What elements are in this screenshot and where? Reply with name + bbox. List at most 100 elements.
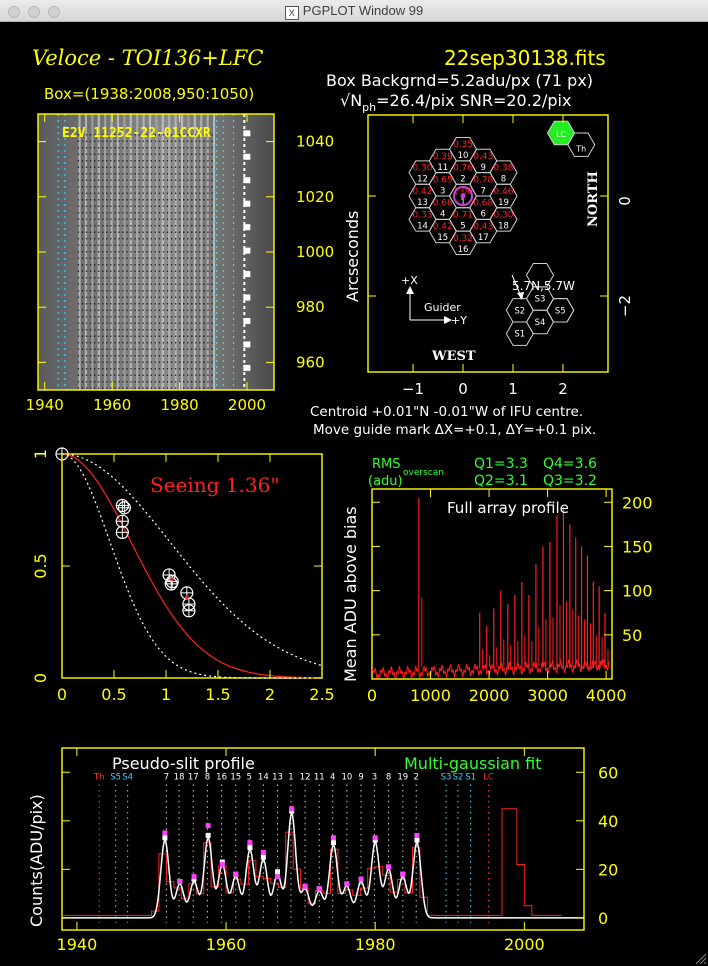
slit-peak-magenta [260,849,266,855]
ccd-image [38,114,274,390]
ifu-panel: 0.35100.39110.4390.30120.7620.3880.6530.… [343,114,634,398]
ifu-fibre-flux: 0.43 [473,222,493,232]
slit-fibre-label: 15 [230,773,241,783]
ifu-fibre-flux: 0.65 [433,175,453,185]
ccd-column [155,114,158,390]
ifu-xtick-label: −1 [402,380,424,398]
ifu-xtick-label: 0 [458,380,468,398]
plus-y-label: +Y [451,314,467,327]
seeing-fit-curve [61,453,322,679]
ccd-xtick-label: 1960 [93,396,131,414]
seeing-xtick-label: 2.5 [309,685,334,704]
slit-fibre-label: 7 [164,773,169,783]
th-label: Th [575,145,586,154]
slit-peak-magenta [177,878,183,884]
x11-icon: X [284,6,299,20]
slit-fibre-label: 8 [386,773,391,783]
ccd-xtick-label: 1940 [26,396,64,414]
header-filename: 22sep30138.fits [444,46,606,70]
array-ytick-label: 150 [622,537,653,556]
sky-fibre-label: S2 [514,306,525,316]
close-button[interactable] [8,6,20,18]
slit-fibre-label: 14 [258,773,269,783]
ifu-fibre-number: 5 [460,221,465,231]
ifu-fibre-flux: 0.43 [473,152,493,162]
guider-y-arrowhead [444,316,452,324]
sky-fibre-label: S5 [555,306,566,316]
slit-fibre-label: 5 [246,773,251,783]
array-xtick-label: 2000 [469,686,510,705]
box-range: Box=(1938:2008,950:1050) [44,85,254,103]
slit-fibre-label: LC [483,773,494,783]
ifu-fibre-flux: 0.42 [412,187,432,197]
ifu-fibre-number: 13 [417,198,428,208]
slit-fibre-label: 18 [174,773,185,783]
slit-peak-marker [275,869,281,875]
centroid-dot [460,193,466,199]
ifu-ytick-label: −2 [616,295,634,317]
lfc-spot [243,177,251,184]
ccd-ytick-label: 1000 [296,243,334,261]
seeing-xtick-label: 0.5 [101,685,126,704]
array-frame [371,488,613,680]
ifu-ytick-label: 0 [616,196,634,206]
seeing-point-cross [182,604,195,617]
resize-grip-icon[interactable] [694,952,706,964]
zoom-button[interactable] [48,6,60,18]
slit-fibre-label: S1 [465,773,476,783]
slit-xtick-label: 1940 [57,935,98,954]
ccd-column [187,114,190,390]
slit-peak-magenta [191,874,197,880]
slit-fibre-label: S3 [441,773,452,783]
slit-peak-magenta [162,830,168,836]
ifu-fibre-number: 3 [440,186,445,196]
ccd-xtick-label: 2000 [228,396,266,414]
minimize-button[interactable] [28,6,40,18]
pseudo-slit-panel: Th S5 S4 7 18 17 8 16 15 5 14 13 1 12 11 4 10 9 3 8 19 2 S3 S2 S… [27,747,618,954]
slit-ytick-label: 20 [598,860,618,879]
ifu-fibre [448,230,478,255]
slit-fibre-label: 3 [372,773,377,783]
ccd-label: E2V 11252-22-01CCXR [62,126,211,141]
slit-ytick-label: 40 [598,812,618,831]
ifu-ylabel: Arcseconds [343,211,362,302]
ifu-fibre-number: 7 [481,186,486,196]
ifu-fibre-number: 19 [498,198,509,208]
slit-fibre-label: 1 [288,773,293,783]
ccd-column [193,114,196,390]
lfc-spot [243,294,251,301]
seeing-ytick-label: 0 [31,673,50,683]
slit-peak-magenta [414,832,420,838]
ifu-fibre-flux: 0.39 [433,152,453,162]
seeing-red-dot [185,595,189,600]
slit-fibre-label: 13 [272,773,283,783]
slit-peak-marker [330,840,336,846]
ifu-fibre-flux: 0.71 [453,210,473,220]
ifu-fibre-number: 4 [440,210,445,220]
q4-label: Q4=3.6 [543,456,597,472]
ccd-column [200,114,203,390]
ifu-xtick-label: 1 [508,380,518,398]
ifu-fibre-flux: 0.30 [493,210,513,220]
array-xtick-label: 4000 [586,686,627,705]
lfc-spot [243,130,251,137]
rms-sub: overscan [403,468,444,478]
slit-ytick-label: 0 [598,909,608,928]
slit-peak-magenta [400,871,406,877]
slit-fibre-label: 10 [341,773,352,783]
seeing-point-cross [118,501,131,514]
slit-peak-marker [414,837,420,843]
ifu-fibre-flux: 0.46 [493,187,513,197]
array-xtick-label: 0 [367,686,377,705]
north-label: NORTH [586,171,601,227]
slit-fibre-label: 11 [314,773,325,783]
sky-fibre-outline [525,263,555,288]
offset-arrowhead [517,292,524,300]
sky-fibre-label: S3 [535,295,546,305]
slit-peak-magenta [330,835,336,841]
ifu-fibre-flux: 0.42 [433,222,453,232]
ifu-frame [367,114,609,373]
snr-readout: √Nph=26.4/pix SNR=20.2/pix [340,91,571,114]
slit-ytick-label: 60 [598,763,618,782]
rms-unit: (adu) [368,474,403,489]
